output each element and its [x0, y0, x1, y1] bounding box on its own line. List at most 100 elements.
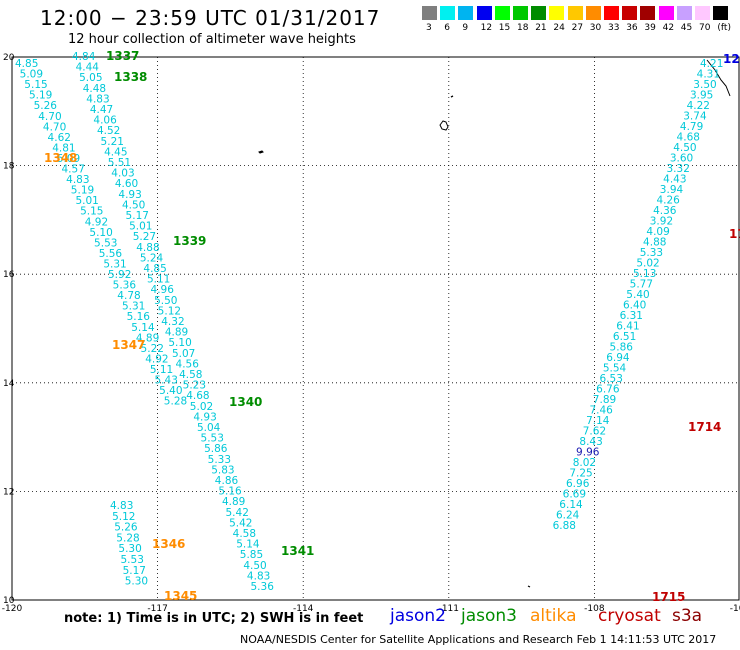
wave-height-value: 4.52	[97, 125, 120, 137]
wave-height-value: 4.89	[222, 496, 245, 508]
map-title: 12:00 − 23:59 UTC 01/31/2017	[40, 6, 381, 30]
scale-label: 33	[608, 23, 620, 33]
wave-height-value: 4.79	[680, 121, 703, 133]
lat-lon-grid	[11, 56, 740, 601]
wave-height-value: 4.44	[76, 62, 100, 74]
wave-height-value: 5.42	[229, 517, 252, 529]
map-frame	[11, 56, 740, 601]
island-outline	[439, 120, 449, 131]
wave-height-value: 3.94	[660, 184, 684, 196]
wave-height-value: 6.94	[606, 352, 630, 364]
scale-label: 39	[644, 23, 656, 33]
wave-height-value: 5.12	[158, 305, 181, 317]
wave-height-value: 4.60	[115, 178, 138, 190]
wave-height-value: 4.88	[136, 242, 159, 254]
pass-number-label: 1347	[112, 338, 145, 352]
wave-height-value: 5.14	[236, 539, 260, 551]
wave-height-value: 5.31	[122, 301, 145, 313]
wave-height-value: 5.23	[183, 380, 206, 392]
wave-height-value: 5.15	[80, 206, 103, 218]
wave-height-value: 4.93	[118, 189, 141, 201]
pass-number-label: 1337	[106, 49, 139, 63]
wave-height-value: 9.96	[576, 447, 600, 459]
scale-label: 24	[553, 23, 565, 33]
wave-height-value: 5.19	[29, 90, 52, 102]
wave-height-value: 6.31	[620, 310, 643, 322]
wave-height-value: 6.40	[623, 300, 646, 312]
lon-tick-label: -108	[584, 604, 605, 614]
lat-tick-label: 10	[3, 596, 15, 606]
scale-label: 45	[680, 23, 693, 33]
lon-tick-label: -117	[147, 604, 167, 614]
wave-height-value: 5.42	[226, 507, 249, 519]
scale-swatch	[531, 6, 547, 20]
pass-number-label: 17	[729, 227, 740, 241]
wave-height-value: 4.50	[673, 142, 696, 154]
wave-height-value: 5.54	[603, 363, 627, 375]
wave-height-value: 5.05	[79, 72, 102, 84]
wave-height-value: 5.17	[126, 210, 149, 222]
scale-swatch	[695, 6, 710, 20]
pass-number-label: 1715	[652, 590, 685, 604]
wave-height-value: 6.96	[566, 478, 590, 490]
scale-label: 30	[589, 23, 602, 33]
wave-height-value: 5.04	[197, 422, 221, 434]
wave-height-value: 5.33	[208, 454, 231, 466]
pass-number-label: 1714	[688, 420, 721, 434]
wave-height-value: 5.24	[140, 252, 164, 264]
wave-height-value: 4.57	[62, 164, 85, 176]
wave-height-value: 4.85	[15, 58, 38, 70]
scale-label: 15	[498, 23, 511, 33]
wave-height-value: 5.11	[150, 364, 173, 376]
wave-height-value: 4.50	[243, 560, 266, 572]
wave-height-value: 5.30	[125, 576, 148, 588]
scale-label: 70	[699, 23, 711, 33]
wave-height-value: 5.86	[610, 342, 634, 354]
island-outline	[527, 585, 531, 588]
wave-height-value: 5.33	[640, 247, 663, 259]
wave-height-value: 4.83	[86, 93, 109, 105]
wave-height-value: 5.50	[154, 295, 177, 307]
wave-height-value: 3.92	[650, 216, 673, 228]
wave-height-value: 5.15	[24, 79, 47, 91]
legend-jason3: jason3	[461, 606, 517, 626]
wave-height-value: 4.58	[179, 369, 202, 381]
wave-height-value: 7.14	[586, 415, 610, 427]
wave-height-value: 6.69	[563, 489, 586, 501]
wave-height-value: 5.53	[201, 433, 224, 445]
wave-height-value: 5.10	[89, 227, 112, 239]
wave-height-value: 4.06	[93, 115, 117, 127]
wave-height-value: 4.58	[233, 528, 256, 540]
wave-height-value: 4.92	[85, 216, 108, 228]
wave-height-value: 5.83	[211, 464, 234, 476]
wave-height-value: 5.01	[75, 195, 98, 207]
wave-height-value: 5.28	[116, 532, 139, 544]
wave-height-value: 5.12	[112, 511, 135, 523]
wave-height-value: 4.47	[90, 104, 113, 116]
wave-height-value: 4.21	[700, 58, 723, 70]
wave-height-value: 5.36	[251, 581, 275, 593]
wave-height-value: 6.51	[613, 331, 636, 343]
lat-tick-label: 16	[3, 270, 15, 280]
scale-label: 18	[517, 23, 529, 33]
pass-number-label: 1340	[229, 395, 262, 409]
scale-swatch	[476, 6, 492, 20]
wave-height-value: 5.56	[99, 248, 123, 260]
wave-height-value: 3.32	[667, 163, 690, 175]
wave-height-value: 5.10	[168, 337, 191, 349]
scale-label: 36	[626, 23, 638, 33]
coastline	[706, 59, 731, 97]
wave-height-value: 4.45	[104, 146, 127, 158]
lat-tick-label: 14	[3, 379, 15, 389]
wave-height-value: 4.32	[161, 316, 184, 328]
wave-height-value: 5.40	[626, 289, 649, 301]
scale-unit: (ft)	[717, 23, 731, 33]
scale-swatch	[585, 6, 601, 20]
wave-height-value: 4.93	[193, 411, 216, 423]
wave-height-value: 4.70	[38, 111, 61, 123]
wave-height-value: 4.48	[83, 83, 106, 95]
wave-height-value: 6.41	[616, 321, 639, 333]
wave-height-value: 5.02	[190, 401, 213, 413]
scale-swatch	[713, 6, 729, 20]
